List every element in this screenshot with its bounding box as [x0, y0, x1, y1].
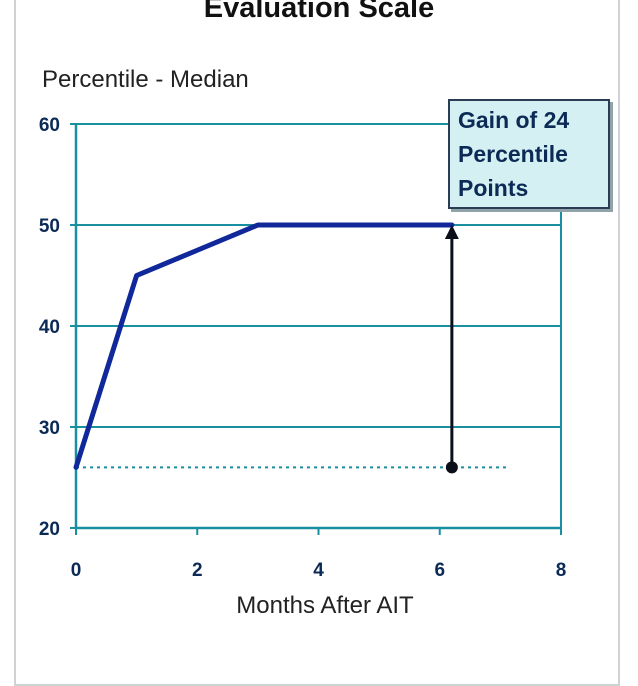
gain-annotation-box: Gain of 24 Percentile Points: [448, 99, 610, 209]
y-tick-label-50: 50: [39, 216, 60, 237]
chart-title: Evaluation Scale: [203, 0, 435, 24]
x-axis-label: Months After AIT: [236, 592, 414, 619]
series-layer: [73, 222, 455, 470]
annotation-line-2: Percentile: [458, 141, 568, 167]
y-tick-label-40: 40: [39, 317, 60, 338]
y-tick-label-60: 60: [39, 115, 60, 136]
x-tick-label-6: 6: [434, 560, 445, 581]
y-tick-label-20: 20: [39, 519, 60, 540]
annotation-line-1: Gain of 24: [458, 107, 570, 133]
y-tick-label-30: 30: [39, 418, 60, 439]
x-tick-label-8: 8: [556, 560, 567, 581]
arrow-head: [444, 225, 459, 239]
x-tick-label-2: 2: [192, 560, 203, 581]
gain-arrow: [444, 225, 459, 474]
x-tick-label-4: 4: [313, 560, 324, 581]
annotation-line-3: Points: [458, 175, 529, 201]
arrow-base-dot: [445, 461, 458, 474]
y-axis-label: Percentile - Median: [42, 66, 249, 93]
series-line-0: [73, 222, 455, 470]
tick-labels: 20 30 40 50 60 0 2 4 6 8: [39, 115, 566, 581]
x-tick-label-0: 0: [71, 560, 82, 581]
